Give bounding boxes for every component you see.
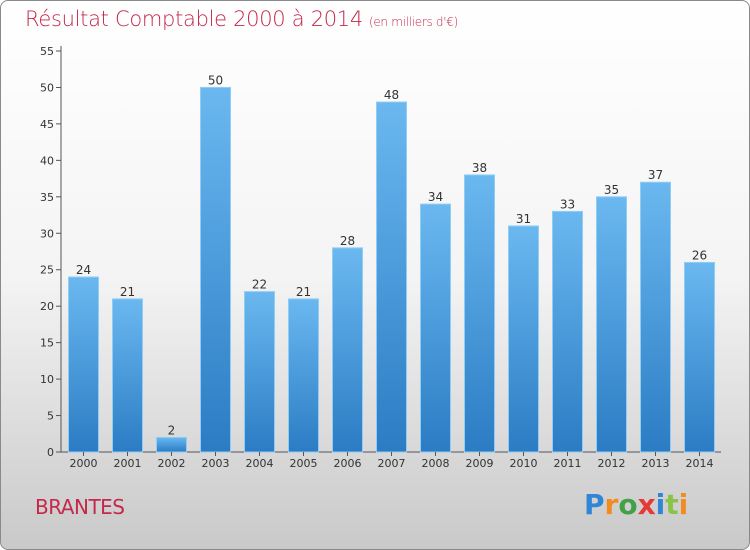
y-tick-label: 45 [40,118,54,131]
bar-value-label: 35 [604,183,619,197]
x-tick-label: 2008 [422,457,450,470]
x-tick-label: 2007 [378,457,406,470]
x-tick-label: 2009 [466,457,494,470]
bar-2006 [332,247,363,453]
bar-2007 [376,101,407,453]
x-tick-label: 2003 [202,457,230,470]
bar-2008 [420,203,451,453]
bar-value-label: 37 [648,168,663,182]
bar-2013 [640,181,671,453]
proxiti-logo: Proxiti [584,488,688,521]
logo-letter: x [637,488,656,521]
x-tick-label: 2002 [158,457,186,470]
logo-letter: i [678,488,689,521]
chart-title: Résultat Comptable 2000 à 2014 (en millie… [25,7,458,31]
y-tick-label: 5 [47,410,54,423]
y-tick-label: 40 [40,154,54,167]
y-tick-label: 25 [40,264,54,277]
y-tick-label: 10 [40,373,54,386]
y-tick-label: 20 [40,300,54,313]
x-tick-label: 2005 [290,457,318,470]
bar-2009 [464,174,495,453]
logo-letter: P [584,488,605,521]
bar-2014 [684,261,715,453]
x-tick-label: 2012 [598,457,626,470]
bar-2001 [112,298,143,453]
y-tick-label: 30 [40,227,54,240]
y-tick-label: 15 [40,337,54,350]
logo-letter: o [618,488,638,521]
bar-value-label: 31 [516,212,531,226]
bar-value-label: 34 [428,190,443,204]
bar-2010 [508,225,539,453]
y-tick-label: 35 [40,191,54,204]
bar-2011 [552,210,583,453]
x-tick-label: 2006 [334,457,362,470]
x-tick-label: 2011 [554,457,582,470]
bar-value-label: 28 [340,234,355,248]
bar-2004 [244,291,275,453]
bar-value-label: 24 [76,263,91,277]
bar-value-label: 33 [560,197,575,211]
bar-value-label: 48 [384,88,399,102]
x-tick-label: 2000 [70,457,98,470]
chart-title-text: Résultat Comptable 2000 à 2014 [25,7,363,31]
x-tick-label: 2010 [510,457,538,470]
logo-letter: t [665,488,679,521]
chart-subtitle: (en milliers d'€) [368,15,458,29]
y-tick-label: 55 [40,45,54,58]
x-tick-label: 2004 [246,457,274,470]
commune-name: BRANTES [35,495,125,519]
bar-2012 [596,196,627,453]
y-tick-label: 50 [40,81,54,94]
bar-2002 [156,436,187,453]
bar-value-label: 2 [168,423,176,437]
bar-value-label: 38 [472,161,487,175]
y-tick-label: 0 [47,446,54,459]
bar-value-label: 21 [296,285,311,299]
x-tick-label: 2013 [642,457,670,470]
bar-2003 [200,86,231,453]
bar-value-label: 21 [120,285,135,299]
bar-value-label: 22 [252,278,267,292]
logo-letter: i [655,488,666,521]
logo-letter: r [604,488,619,521]
bar-value-label: 50 [208,73,223,87]
x-tick-label: 2014 [686,457,714,470]
bar-value-label: 26 [692,248,707,262]
bar-2000 [68,276,99,453]
bar-2005 [288,298,319,453]
x-tick-label: 2001 [114,457,142,470]
